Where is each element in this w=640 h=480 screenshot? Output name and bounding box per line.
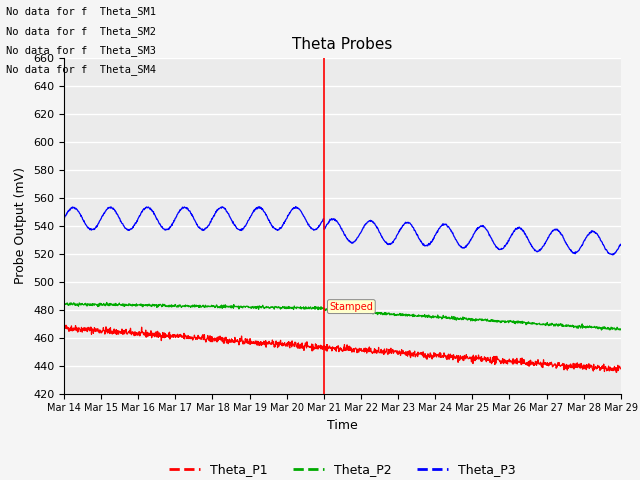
- Theta_P1: [378, 347, 385, 352]
- Theta_P2: [617, 326, 625, 332]
- Theta_P2: [103, 300, 111, 305]
- X-axis label: Time: Time: [327, 419, 358, 432]
- Theta_P2: [378, 310, 385, 315]
- Theta_P3: [308, 226, 316, 232]
- Theta_P2: [104, 302, 111, 308]
- Theta_P3: [292, 204, 300, 209]
- Theta_P1: [62, 323, 70, 328]
- Theta_P1: [617, 366, 625, 372]
- Theta_P1: [308, 348, 316, 354]
- Theta_P2: [308, 305, 316, 311]
- Theta_P3: [297, 208, 305, 214]
- Theta_P2: [616, 327, 624, 333]
- Text: No data for f  Theta_SM1: No data for f Theta_SM1: [6, 6, 156, 17]
- Theta_P3: [378, 233, 385, 239]
- Theta_P2: [60, 300, 68, 306]
- Theta_P3: [60, 216, 68, 222]
- Theta_P1: [104, 330, 111, 336]
- Theta_P3: [318, 219, 326, 225]
- Line: Theta_P2: Theta_P2: [64, 302, 621, 330]
- Theta_P1: [612, 370, 620, 375]
- Line: Theta_P3: Theta_P3: [64, 206, 621, 255]
- Theta_P3: [103, 206, 111, 212]
- Theta_P1: [126, 330, 134, 336]
- Theta_P1: [60, 324, 68, 330]
- Theta_P1: [318, 345, 326, 351]
- Theta_P2: [318, 306, 326, 312]
- Theta_P3: [126, 227, 134, 233]
- Theta_P3: [609, 252, 617, 258]
- Text: No data for f  Theta_SM4: No data for f Theta_SM4: [6, 64, 156, 75]
- Legend: Theta_P1, Theta_P2, Theta_P3: Theta_P1, Theta_P2, Theta_P3: [164, 458, 521, 480]
- Theta_P1: [297, 343, 305, 348]
- Theta_P2: [126, 301, 134, 307]
- Theta_P2: [297, 304, 305, 310]
- Title: Theta Probes: Theta Probes: [292, 37, 392, 52]
- Y-axis label: Probe Output (mV): Probe Output (mV): [15, 167, 28, 284]
- Text: No data for f  Theta_SM3: No data for f Theta_SM3: [6, 45, 156, 56]
- Text: No data for f  Theta_SM2: No data for f Theta_SM2: [6, 25, 156, 36]
- Line: Theta_P1: Theta_P1: [64, 325, 621, 372]
- Theta_P3: [617, 241, 625, 247]
- Text: Stamped: Stamped: [330, 301, 373, 312]
